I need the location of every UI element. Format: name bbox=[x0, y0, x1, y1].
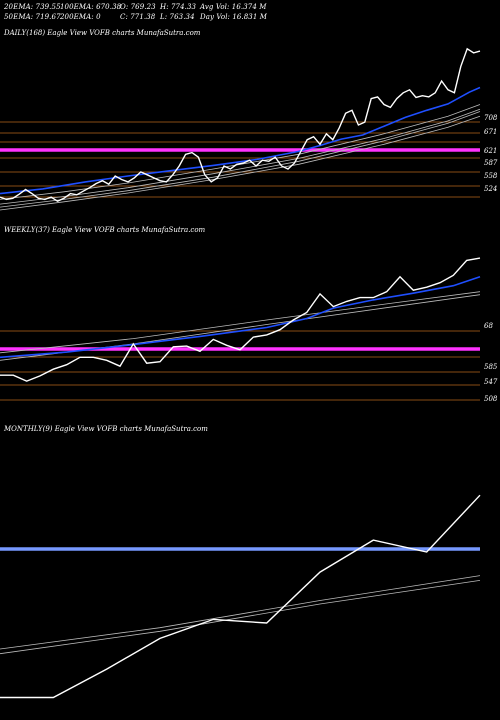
weekly-panel-title: WEEKLY(37) Eagle View VOFB charts Munafa… bbox=[4, 226, 206, 234]
ema-blue-line bbox=[0, 276, 481, 359]
monthly-panel-title: MONTHLY(9) Eagle View VOFB charts Munafa… bbox=[4, 425, 208, 433]
header-label: 200EMA: 0 bbox=[60, 13, 101, 21]
y-tick-label: 524 bbox=[484, 185, 497, 193]
daily-panel-title: DAILY(168) Eagle View VOFB charts Munafa… bbox=[4, 29, 201, 37]
price-line bbox=[0, 47, 481, 202]
header-label: 100EMA: 670.38 bbox=[60, 3, 122, 11]
header-label: Day Vol: 16.831 M bbox=[200, 13, 268, 21]
ema-gray-line bbox=[0, 580, 481, 655]
y-tick-label: 68 bbox=[484, 322, 493, 330]
header-label: H: 774.33 bbox=[160, 3, 197, 11]
header-label: L: 763.34 bbox=[160, 13, 195, 21]
y-tick-label: 621 bbox=[484, 147, 497, 155]
y-tick-label: 558 bbox=[484, 172, 498, 180]
ema-blue-line bbox=[0, 86, 481, 195]
y-tick-label: 708 bbox=[484, 114, 498, 122]
ema-gray-line bbox=[0, 575, 481, 650]
y-tick-label: 585 bbox=[484, 363, 498, 371]
y-tick-label: 671 bbox=[484, 128, 497, 136]
y-tick-label: 547 bbox=[484, 378, 498, 386]
header-label: Avg Vol: 16.374 M bbox=[200, 3, 267, 11]
header-label: 20EMA: 739.55 bbox=[4, 3, 61, 11]
ema-gray-line bbox=[0, 115, 481, 211]
y-tick-label: 508 bbox=[484, 395, 498, 403]
ema-gray-line bbox=[0, 291, 481, 354]
ema-gray-line bbox=[0, 104, 481, 200]
y-tick-label: 587 bbox=[484, 159, 498, 167]
ema-gray-line bbox=[0, 111, 481, 208]
header-label: 50EMA: 719.67 bbox=[4, 13, 61, 21]
header-label: C: 771.38 bbox=[120, 13, 156, 21]
ema-gray-line bbox=[0, 108, 481, 205]
header-label: O: 769.23 bbox=[120, 3, 156, 11]
price-line bbox=[0, 494, 481, 699]
price-line bbox=[0, 257, 481, 382]
